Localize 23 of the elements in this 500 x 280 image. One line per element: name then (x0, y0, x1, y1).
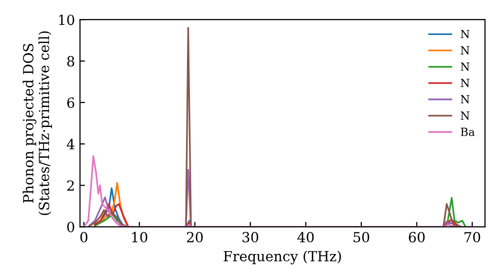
legend-label: N (460, 111, 470, 120)
y-tick-label: 8 (67, 56, 74, 67)
x-tick-label: 30 (242, 232, 258, 242)
x-tick-label: 20 (186, 232, 203, 242)
legend-label: N (460, 78, 470, 88)
y-tick-label: 0 (67, 222, 74, 232)
y-tick-label: 6 (67, 97, 74, 108)
x-tick-label: 10 (132, 232, 148, 242)
x-tick-label: 60 (408, 232, 425, 242)
x-tick-label: 70 (464, 232, 480, 242)
legend-label: N (460, 30, 470, 38)
y-axis-title: Phonon projected DOS (States/THz·primitive cell) (22, 31, 52, 216)
legend-label: Ba (460, 128, 475, 136)
x-tick-label: 40 (297, 232, 314, 242)
y-tick-label: 2 (67, 180, 74, 191)
x-axis-title: Frequency (THz) (224, 250, 341, 264)
legend-label: N (460, 62, 470, 71)
y-tick-label: 10 (59, 14, 74, 26)
legend-label: N (460, 95, 470, 104)
legend-label: N (460, 46, 470, 55)
x-tick-label: 50 (354, 232, 370, 242)
y-tick-label: 4 (66, 138, 74, 150)
x-tick-label: 0 (80, 232, 88, 242)
